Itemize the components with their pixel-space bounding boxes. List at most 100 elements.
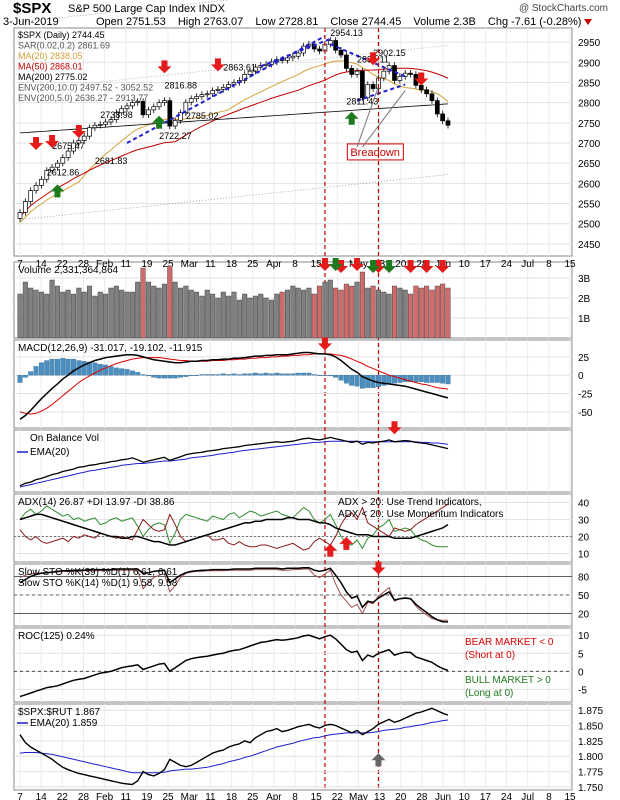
macd-histogram-bar [156, 375, 162, 379]
volume-bar [124, 291, 130, 339]
volume-bar [317, 285, 323, 339]
y-tick-label: 2650 [578, 159, 601, 170]
macd-signal-line [19, 353, 449, 415]
candle-body [285, 57, 290, 61]
x-tick-label: 22 [332, 792, 344, 800]
roc-title: ROC(125) 0.24% [18, 631, 95, 642]
volume-bar [129, 291, 135, 339]
open-label: Open [96, 16, 123, 28]
price-annotation: 2681.83 [95, 156, 128, 166]
channel-line [260, 37, 331, 68]
y-tick-label: 1.775 [578, 768, 603, 779]
macd-histogram-bar [242, 373, 248, 376]
volume-bar [429, 289, 435, 339]
volume-bar [413, 285, 419, 339]
red-up-arrow-icon [323, 543, 338, 557]
macd-histogram-bar [258, 373, 264, 376]
macd-histogram-bar [301, 372, 306, 376]
bear-market-note: (Short at 0) [465, 650, 515, 661]
green-down-arrow-icon [382, 260, 397, 273]
macd-histogram-bar [161, 375, 167, 379]
macd-histogram-bar [375, 375, 381, 388]
chg-label: Chg [487, 16, 509, 28]
macd-histogram-bar [434, 375, 440, 383]
x-tick-label: 18 [226, 259, 238, 270]
candle-body [349, 68, 355, 75]
volume-bar [76, 287, 82, 339]
volume-bar [408, 293, 414, 339]
y-tick-label: 20 [578, 533, 590, 544]
candle-body [370, 84, 376, 89]
chg-value: -7.61 (-0.28%) [511, 16, 582, 28]
price-legend-item: MA(20) 2838.05 [18, 51, 83, 61]
volume-bar [167, 265, 173, 339]
candle-body [135, 101, 141, 104]
volume-bar [258, 293, 264, 339]
triangle-bottom-line [356, 83, 406, 102]
panel-frame-3 [13, 429, 573, 493]
x-tick-label: 24 [501, 259, 513, 270]
macd-histogram-bar [44, 360, 50, 376]
y-tick-label: 3B [578, 274, 591, 285]
volume-bar [188, 289, 194, 339]
volume-bar [285, 289, 291, 339]
adx-note: ADX < 20: Use Momentum Indicators [338, 509, 503, 520]
candle-body [183, 101, 189, 114]
volume-bar [440, 283, 446, 339]
macd-histogram-bar [103, 364, 109, 376]
candle-body [386, 65, 392, 72]
price-annotation: 2675.47 [52, 141, 85, 151]
macd-histogram-bar [306, 372, 312, 376]
volume-bar [375, 289, 381, 339]
x-tick-label: 22 [57, 792, 69, 800]
down-arrow-icon [366, 52, 381, 66]
bull-market-note: (Long at 0) [465, 688, 513, 699]
x-tick-label: 15 [311, 259, 323, 270]
price-annotation: 2811.43 [346, 97, 378, 107]
low-label: Low [255, 16, 276, 28]
volume-bar [386, 293, 392, 339]
candle-body [23, 201, 28, 213]
breakdown-label: Breadown [350, 147, 400, 159]
up-arrow-icon [50, 184, 65, 198]
volume-bar [108, 287, 114, 339]
volume-bar [392, 285, 398, 339]
macd-histogram-bar [424, 375, 430, 383]
down-arrow-icon [334, 260, 348, 273]
obv-ema-legend: EMA(20) [30, 447, 69, 458]
x-tick-label: 11 [121, 792, 132, 800]
candle-body [365, 84, 371, 99]
volume-bar [119, 289, 125, 339]
volume-bar [103, 293, 109, 339]
candle-body [172, 120, 178, 127]
close-label: Close [330, 16, 359, 28]
candle-body [440, 113, 445, 122]
candle-body [39, 178, 44, 186]
macd-histogram-bar [210, 374, 216, 376]
volume-bar [295, 287, 301, 339]
x-tick-label: 19 [141, 259, 153, 270]
down-arrow-icon [157, 60, 172, 74]
x-tick-label: 7 [17, 792, 23, 800]
x-tick-label: 25 [247, 792, 259, 800]
volume-bar [97, 291, 103, 339]
macd-histogram-bar [418, 375, 424, 382]
candle-body [124, 105, 130, 110]
candle-body [188, 98, 194, 103]
volume-bar [338, 289, 344, 339]
x-tick-label: Mar [181, 792, 199, 800]
volume-bar [397, 287, 403, 339]
volume-label: Volume [413, 16, 451, 28]
obv-line [19, 436, 449, 487]
macd-histogram-bar [413, 375, 419, 382]
macd-histogram-bar [108, 366, 114, 376]
macd-histogram-bar [338, 375, 344, 381]
macd-histogram-bar [81, 361, 87, 376]
price-annotation: 2612.86 [47, 167, 80, 177]
volume-bar [263, 297, 269, 339]
volume-bar [268, 299, 274, 339]
x-tick-label: 20 [395, 792, 407, 800]
copyright[interactable]: @ StockCharts.com [518, 3, 608, 14]
price-legend-item: ENV(200,10.0) 2497.52 - 3052.52 [18, 83, 153, 93]
macd-histogram-bar [381, 375, 387, 386]
